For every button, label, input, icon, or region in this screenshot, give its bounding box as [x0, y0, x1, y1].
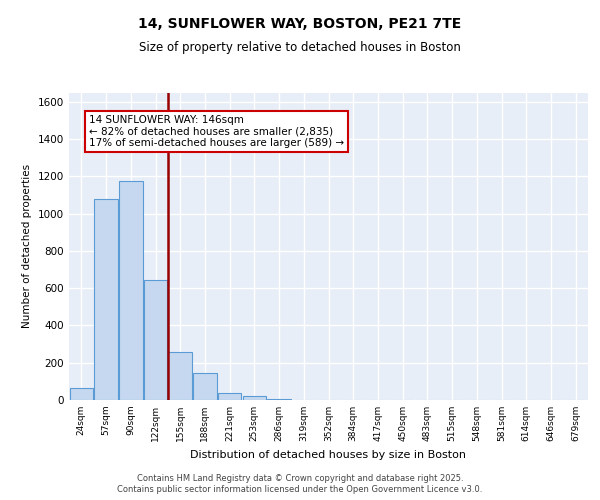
Bar: [169, 352, 192, 400]
X-axis label: Distribution of detached houses by size in Boston: Distribution of detached houses by size …: [191, 450, 467, 460]
Bar: [70, 388, 93, 400]
Text: Contains public sector information licensed under the Open Government Licence v3: Contains public sector information licen…: [118, 485, 482, 494]
Bar: [119, 181, 143, 400]
Bar: [218, 394, 241, 400]
Bar: [268, 398, 291, 400]
Text: 14, SUNFLOWER WAY, BOSTON, PE21 7TE: 14, SUNFLOWER WAY, BOSTON, PE21 7TE: [139, 18, 461, 32]
Y-axis label: Number of detached properties: Number of detached properties: [22, 164, 32, 328]
Bar: [242, 396, 266, 400]
Bar: [94, 198, 118, 400]
Text: Contains HM Land Registry data © Crown copyright and database right 2025.: Contains HM Land Registry data © Crown c…: [137, 474, 463, 483]
Text: 14 SUNFLOWER WAY: 146sqm
← 82% of detached houses are smaller (2,835)
17% of sem: 14 SUNFLOWER WAY: 146sqm ← 82% of detach…: [89, 115, 344, 148]
Bar: [193, 373, 217, 400]
Text: Size of property relative to detached houses in Boston: Size of property relative to detached ho…: [139, 41, 461, 54]
Bar: [144, 280, 167, 400]
